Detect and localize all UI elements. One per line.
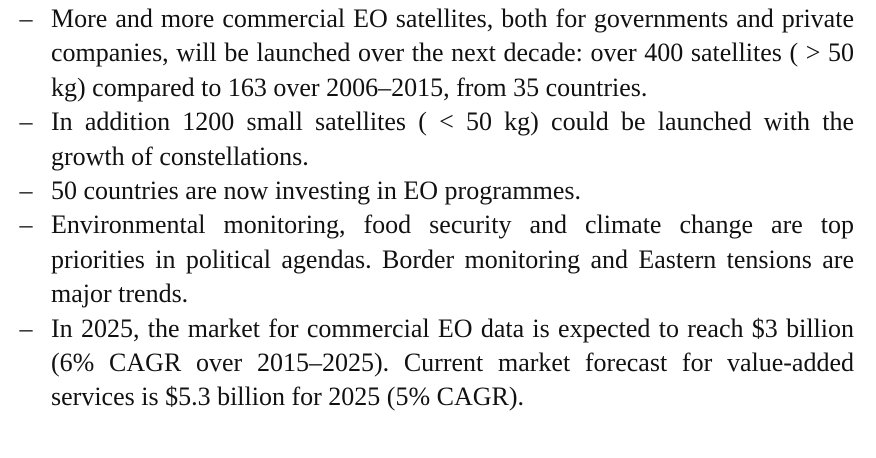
- list-item: – More and more commercial EO satellites…: [14, 2, 855, 105]
- dash-bullet-marker: –: [19, 107, 33, 137]
- bullet-text: 50 countries are now investing in EO pro…: [51, 176, 581, 206]
- bullet-text: More and more commercial EO satellites, …: [51, 4, 854, 102]
- bullet-list: – More and more commercial EO satellites…: [14, 2, 855, 415]
- dash-bullet-marker: –: [19, 4, 33, 33]
- dash-bullet-marker: –: [19, 210, 33, 240]
- bullet-text: In 2025, the market for commercial EO da…: [51, 313, 854, 412]
- bullet-text: Environmental monitoring, food security …: [51, 210, 854, 309]
- list-item: – In addition 1200 small satellites ( < …: [14, 105, 855, 174]
- dash-bullet-marker: –: [19, 313, 33, 343]
- bullet-text: In addition 1200 small satellites ( < 50…: [51, 107, 854, 171]
- list-item: – 50 countries are now investing in EO p…: [14, 174, 854, 208]
- dash-bullet-marker: –: [19, 176, 33, 206]
- list-item: – In 2025, the market for commercial EO …: [14, 312, 855, 415]
- list-item: – Environmental monitoring, food securit…: [14, 208, 855, 311]
